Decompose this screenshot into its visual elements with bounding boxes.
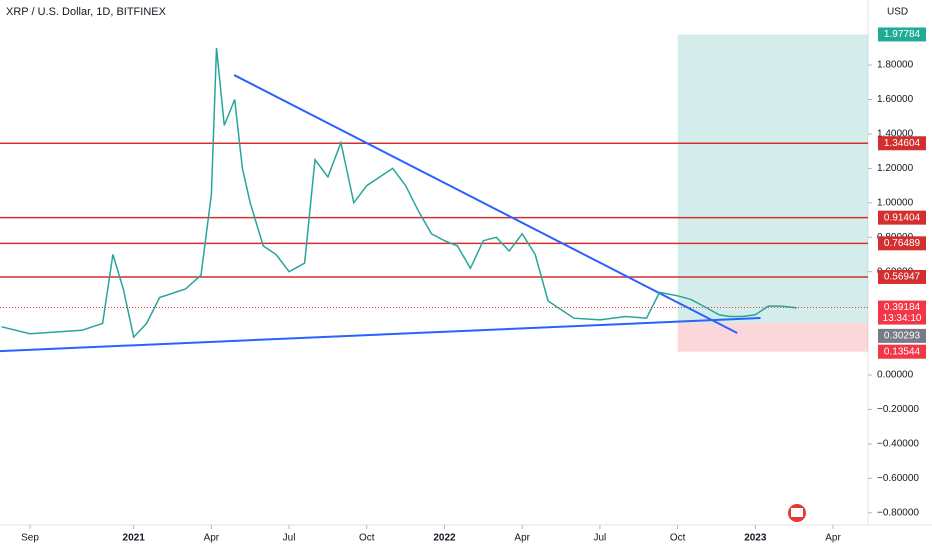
stop-zone bbox=[677, 322, 868, 352]
y-tick-label: −0.60000 bbox=[877, 473, 919, 484]
level-label: 0.76489 bbox=[884, 238, 921, 249]
price-label: 0.13544 bbox=[884, 346, 921, 357]
price-line bbox=[1, 47, 797, 339]
trendline bbox=[0, 317, 761, 353]
y-tick-label: 1.40000 bbox=[877, 129, 914, 140]
level-label: 0.56947 bbox=[884, 272, 921, 283]
chart-title: XRP / U.S. Dollar, 1D, BITFINEX bbox=[6, 6, 167, 18]
x-tick-label: Oct bbox=[670, 533, 686, 544]
price-label-box bbox=[878, 344, 926, 359]
x-tick-label: 2021 bbox=[123, 533, 146, 544]
axis-unit: USD bbox=[887, 7, 908, 18]
x-tick-label: 2022 bbox=[433, 533, 456, 544]
level-label: 0.91404 bbox=[884, 212, 921, 223]
y-tick-label: 1.20000 bbox=[877, 163, 914, 174]
level-label-box bbox=[878, 269, 926, 284]
y-tick-label: 1.60000 bbox=[877, 94, 914, 105]
y-tick-label: −0.20000 bbox=[877, 404, 919, 415]
y-tick-label: 0.00000 bbox=[877, 370, 914, 381]
last-price-box bbox=[878, 300, 926, 325]
y-tick-label: −0.80000 bbox=[877, 507, 919, 518]
level-label-box bbox=[878, 210, 926, 225]
y-tick-label: −0.40000 bbox=[877, 439, 919, 450]
last-price-label: 0.39184 bbox=[884, 302, 921, 313]
target-zone bbox=[677, 34, 868, 323]
level-label: 1.34604 bbox=[884, 138, 921, 149]
y-tick-label: 1.80000 bbox=[877, 60, 914, 71]
flag-icon bbox=[791, 508, 803, 517]
x-tick-label: Sep bbox=[21, 533, 39, 544]
x-tick-label: Jul bbox=[594, 533, 607, 544]
x-tick-label: Apr bbox=[825, 533, 841, 544]
price-label-box bbox=[878, 328, 926, 343]
countdown: 13:34:10 bbox=[883, 313, 922, 324]
x-tick-label: Apr bbox=[204, 533, 220, 544]
level-label-box bbox=[878, 236, 926, 251]
y-tick-label: 1.00000 bbox=[877, 197, 914, 208]
x-tick-label: Jul bbox=[283, 533, 296, 544]
price-label: 1.97784 bbox=[884, 29, 921, 40]
price-label: 0.30293 bbox=[884, 331, 921, 342]
price-label-box bbox=[878, 27, 926, 42]
x-tick-label: Oct bbox=[359, 533, 375, 544]
x-tick-label: Apr bbox=[514, 533, 530, 544]
level-label-box bbox=[878, 136, 926, 151]
x-tick-label: 2023 bbox=[744, 533, 767, 544]
trendline bbox=[233, 74, 738, 334]
